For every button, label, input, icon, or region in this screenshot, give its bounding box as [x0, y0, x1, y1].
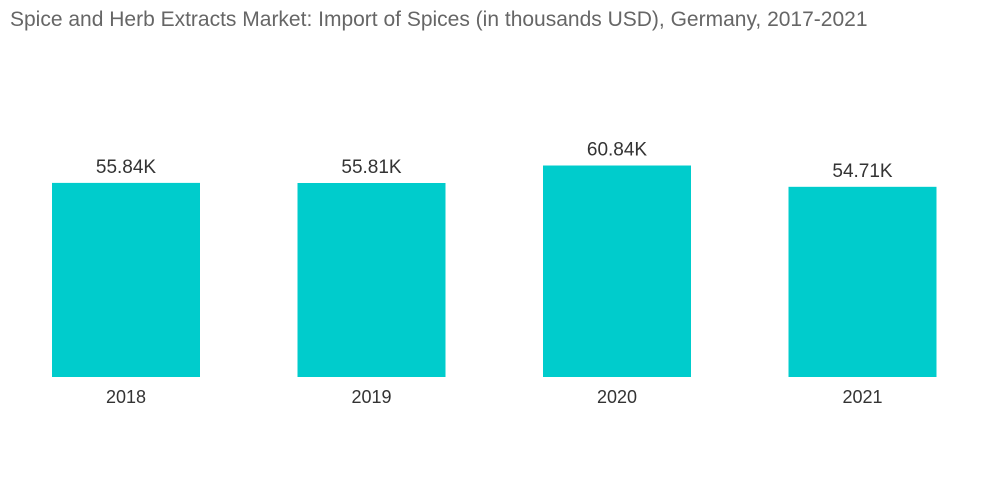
x-tick-label-2021: 2021	[842, 387, 882, 407]
x-tick-label-2019: 2019	[351, 387, 391, 407]
x-tick-label-2020: 2020	[597, 387, 637, 407]
bar-2020	[543, 165, 691, 377]
bar-2018	[52, 182, 200, 377]
chart-title: Spice and Herb Extracts Market: Import o…	[10, 8, 868, 31]
bar-2019	[297, 182, 446, 377]
data-label-2018: 55.84K	[96, 157, 157, 178]
data-label-2021: 54.71K	[832, 161, 893, 182]
x-tick-label-2018: 2018	[106, 387, 146, 407]
bar-2021	[788, 186, 937, 377]
data-label-2019: 55.81K	[341, 157, 402, 178]
data-label-2020: 60.84K	[587, 140, 648, 161]
